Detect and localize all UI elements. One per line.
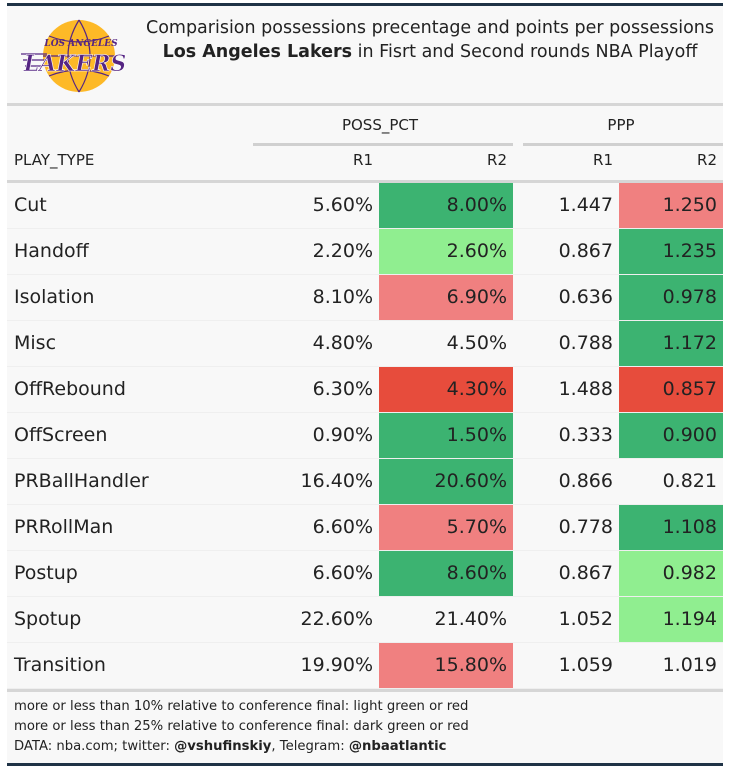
table-row: PRBallHandler 16.40% 20.60% 0.866 0.821	[7, 459, 723, 505]
cell-poss-r2: 8.00%	[379, 183, 513, 228]
cell-poss-r1: 8.10%	[312, 286, 373, 308]
footer-source: DATA: nba.com; twitter: @vshufinskiy, Te…	[14, 737, 469, 757]
cell-ppp-r1: 1.447	[558, 194, 613, 216]
table-row: Transition 19.90% 15.80% 1.059 1.019	[7, 643, 723, 689]
footer-divider	[7, 689, 723, 692]
title-line-2-rest: in Fisrt and Second rounds NBA Playoff	[352, 42, 698, 62]
cell-poss-r2: 21.40%	[434, 608, 507, 630]
header-divider	[7, 103, 723, 106]
cell-ppp-r1: 0.778	[558, 516, 613, 538]
column-header-ppp-r1: R1	[593, 151, 613, 169]
cell-poss-r2: 5.70%	[379, 505, 513, 550]
table-row: Spotup 22.60% 21.40% 1.052 1.194	[7, 597, 723, 643]
cell-ppp-r2: 0.857	[619, 367, 723, 412]
cell-poss-r1: 4.80%	[312, 332, 373, 354]
cell-ppp-r2: 1.172	[619, 321, 723, 366]
column-header-ppp-r2: R2	[697, 151, 717, 169]
cell-poss-r1: 6.30%	[312, 378, 373, 400]
title-line-1: Comparision possessions precentage and p…	[145, 18, 715, 38]
cell-play-type: Spotup	[14, 608, 82, 630]
cell-ppp-r2: 1.019	[662, 654, 717, 676]
column-header-poss-r1: R1	[353, 151, 373, 169]
svg-text:LAKERS: LAKERS	[23, 51, 127, 77]
cell-poss-r2: 1.50%	[379, 413, 513, 458]
cell-play-type: PRRollMan	[14, 516, 114, 538]
source-prefix: DATA: nba.com; twitter:	[14, 739, 175, 754]
twitter-handle: @vshufinskiy	[174, 739, 272, 754]
cell-play-type: Handoff	[14, 240, 89, 262]
table-row: Postup 6.60% 8.60% 0.867 0.982	[7, 551, 723, 597]
table-row: Handoff 2.20% 2.60% 0.867 1.235	[7, 229, 723, 275]
cell-play-type: Postup	[14, 562, 78, 584]
cell-play-type: Cut	[14, 194, 47, 216]
table-row: Misc 4.80% 4.50% 0.788 1.172	[7, 321, 723, 367]
cell-ppp-r2: 0.982	[619, 551, 723, 596]
group-header-poss-pct: POSS_PCT	[341, 116, 419, 134]
cell-poss-r1: 16.40%	[300, 470, 373, 492]
group-header-ppp: PPP	[607, 116, 635, 134]
cell-play-type: Transition	[14, 654, 106, 676]
cell-poss-r1: 22.60%	[300, 608, 373, 630]
footer-note-10pct: more or less than 10% relative to confer…	[14, 699, 469, 714]
lakers-logo-icon: LOS ANGELES LAKERS	[21, 19, 127, 93]
cell-poss-r1: 0.90%	[312, 424, 373, 446]
table-row: PRRollMan 6.60% 5.70% 0.778 1.108	[7, 505, 723, 551]
cell-ppp-r2: 1.108	[619, 505, 723, 550]
cell-play-type: Misc	[14, 332, 57, 354]
cell-ppp-r2: 0.978	[619, 275, 723, 320]
cell-ppp-r2: 1.250	[619, 183, 723, 228]
cell-play-type: OffRebound	[14, 378, 126, 400]
team-name: Los Angeles Lakers	[162, 42, 353, 62]
cell-ppp-r1: 0.866	[558, 470, 613, 492]
cell-ppp-r1: 1.052	[558, 608, 613, 630]
group-underline-ppp	[523, 143, 723, 146]
table-body: Cut 5.60% 8.00% 1.447 1.250 Handoff 2.20% 2.60%…	[7, 183, 723, 689]
table-row: Cut 5.60% 8.00% 1.447 1.250	[7, 183, 723, 229]
cell-poss-r1: 6.60%	[312, 516, 373, 538]
column-header-play-type: PLAY_TYPE	[14, 151, 95, 169]
cell-play-type: PRBallHandler	[14, 470, 149, 492]
footer: more or less than 10% relative to confer…	[14, 697, 469, 757]
cell-poss-r1: 5.60%	[312, 194, 373, 216]
cell-ppp-r1: 0.333	[558, 424, 613, 446]
telegram-prefix: , Telegram:	[271, 739, 349, 754]
footer-note-25pct: more or less than 25% relative to confer…	[14, 719, 469, 734]
cell-ppp-r1: 0.636	[558, 286, 613, 308]
table-row: Isolation 8.10% 6.90% 0.636 0.978	[7, 275, 723, 321]
header: LOS ANGELES LAKERS Comparision possessio…	[7, 6, 723, 103]
cell-poss-r2: 4.50%	[446, 332, 507, 354]
cell-poss-r2: 20.60%	[379, 459, 513, 504]
chart-title: Comparision possessions precentage and p…	[143, 16, 717, 64]
cell-ppp-r1: 0.867	[558, 240, 613, 262]
cell-poss-r2: 8.60%	[379, 551, 513, 596]
cell-poss-r1: 19.90%	[300, 654, 373, 676]
cell-ppp-r2: 0.900	[619, 413, 723, 458]
cell-poss-r2: 4.30%	[379, 367, 513, 412]
cell-ppp-r1: 1.059	[558, 654, 613, 676]
table-row: OffRebound 6.30% 4.30% 1.488 0.857	[7, 367, 723, 413]
cell-ppp-r1: 0.788	[558, 332, 613, 354]
telegram-handle: @nbaatlantic	[348, 739, 447, 754]
cell-ppp-r2: 1.194	[619, 597, 723, 642]
cell-ppp-r2: 0.821	[662, 470, 717, 492]
cell-ppp-r1: 1.488	[558, 378, 613, 400]
group-underline-poss-pct	[253, 143, 513, 146]
cell-poss-r1: 6.60%	[312, 562, 373, 584]
column-header-poss-r2: R2	[487, 151, 507, 169]
cell-poss-r2: 2.60%	[379, 229, 513, 274]
table-card: LOS ANGELES LAKERS Comparision possessio…	[7, 3, 723, 766]
cell-poss-r1: 2.20%	[312, 240, 373, 262]
cell-ppp-r1: 0.867	[558, 562, 613, 584]
cell-play-type: Isolation	[14, 286, 95, 308]
cell-poss-r2: 15.80%	[379, 643, 513, 688]
title-line-2: Los Angeles Lakers in Fisrt and Second r…	[143, 40, 717, 64]
cell-ppp-r2: 1.235	[619, 229, 723, 274]
svg-text:LOS ANGELES: LOS ANGELES	[43, 39, 118, 49]
table-row: OffScreen 0.90% 1.50% 0.333 0.900	[7, 413, 723, 459]
cell-poss-r2: 6.90%	[379, 275, 513, 320]
column-header-divider	[7, 180, 723, 183]
cell-play-type: OffScreen	[14, 424, 108, 446]
